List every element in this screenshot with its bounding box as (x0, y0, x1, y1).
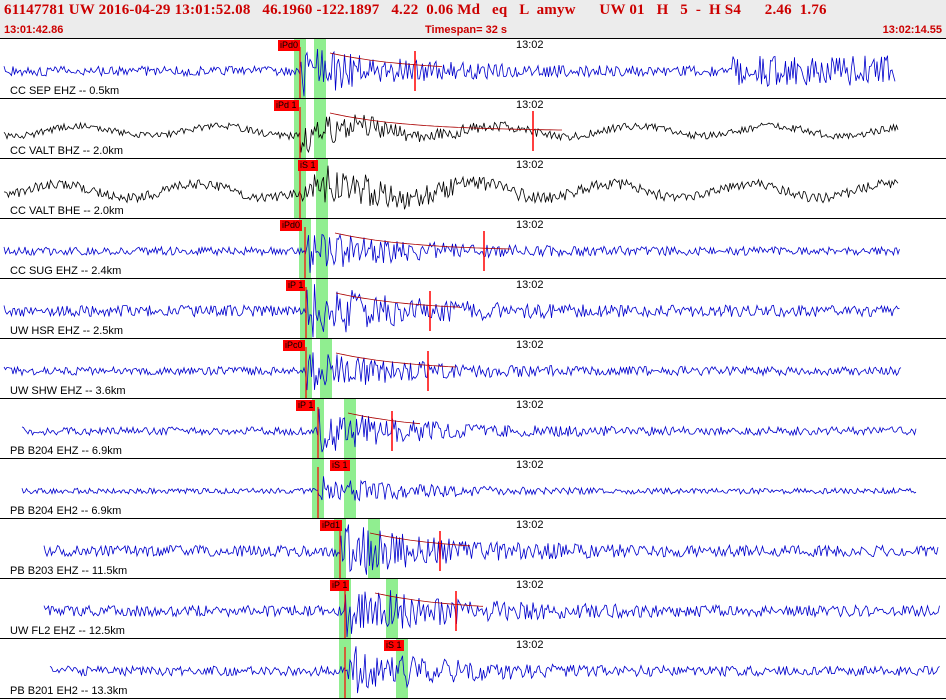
trace-panel[interactable]: iS 1 13:02 PB B201 EH2 -- 13.3km (0, 639, 946, 699)
waveform-canvas (3, 39, 896, 98)
waveform-canvas (21, 399, 917, 458)
waveform-canvas (21, 459, 917, 518)
pick-tag[interactable]: iP 1 (296, 400, 316, 411)
waveform-canvas (3, 339, 902, 398)
waveform-trace (3, 284, 900, 338)
station-channel-label: CC SEP EHZ -- 0.5km (10, 85, 120, 97)
coda-curve (329, 52, 443, 67)
trace-panel[interactable]: iP 1 13:02 UW FL2 EHZ -- 12.5km (0, 579, 946, 639)
trace-panel[interactable]: iS 1 13:02 PB B204 EH2 -- 6.9km (0, 459, 946, 519)
s-window (396, 639, 408, 698)
trace-panel[interactable]: iPd 1 13:02 CC VALT BHZ -- 2.0km (0, 99, 946, 159)
minute-marker-label: 13:02 (516, 279, 544, 291)
minute-marker-label: 13:02 (516, 459, 544, 471)
s-window (316, 279, 328, 338)
minute-marker-label: 13:02 (516, 99, 544, 111)
waveform-canvas (3, 279, 900, 338)
station-channel-label: PB B203 EHZ -- 11.5km (10, 565, 128, 577)
waveform-trace (21, 476, 917, 502)
coda-curve (329, 112, 562, 131)
station-channel-label: UW SHW EHZ -- 3.6km (10, 385, 126, 397)
s-window (316, 219, 328, 278)
waveform-trace (43, 590, 940, 638)
pick-tag[interactable]: iPd0 (280, 220, 303, 231)
coda-curve (335, 292, 461, 308)
minute-marker-label: 13:02 (516, 159, 544, 171)
minute-marker-label: 13:02 (516, 519, 544, 531)
minute-marker-label: 13:02 (516, 639, 544, 651)
pick-tag[interactable]: iS 1 (298, 160, 318, 171)
event-header: 61147781 UW 2016-04-29 13:01:52.08 46.19… (0, 0, 946, 39)
waveform-canvas (49, 639, 940, 698)
trace-panel[interactable]: iP 1 13:02 PB B204 EHZ -- 6.9km (0, 399, 946, 459)
s-window (386, 579, 398, 638)
minute-marker-label: 13:02 (516, 39, 544, 51)
waveform-trace (3, 48, 896, 97)
pick-tag[interactable]: iP 1 (330, 580, 350, 591)
minute-marker-label: 13:02 (516, 339, 544, 351)
pick-tag[interactable]: iPd 1 (274, 100, 299, 111)
waveform-canvas (43, 519, 939, 578)
waveform-trace (49, 646, 940, 694)
waveform-trace (3, 233, 900, 273)
pick-tag[interactable]: iS 1 (384, 640, 404, 651)
pick-tag[interactable]: iP 1 (286, 280, 306, 291)
waveform-trace (3, 114, 899, 154)
trace-panel[interactable]: iP 1 13:02 UW HSR EHZ -- 2.5km (0, 279, 946, 339)
s-window (344, 399, 356, 458)
pick-tag[interactable]: iS 1 (330, 460, 350, 471)
s-window (316, 159, 328, 218)
station-channel-label: CC VALT BHE -- 2.0km (10, 205, 124, 217)
waveform-trace (21, 408, 917, 453)
station-channel-label: UW HSR EHZ -- 2.5km (10, 325, 124, 337)
timespan-label: Timespan= 32 s (425, 24, 508, 36)
pick-tag[interactable]: iPc0 (283, 340, 305, 351)
station-channel-label: PB B201 EH2 -- 13.3km (10, 685, 128, 697)
minute-marker-label: 13:02 (516, 219, 544, 231)
coda-curve (369, 532, 471, 547)
waveform-trace (3, 352, 902, 391)
minute-marker-label: 13:02 (516, 579, 544, 591)
coda-curve (374, 592, 484, 607)
waveform-trace (43, 524, 939, 575)
s-window (344, 459, 356, 518)
trace-panel[interactable]: iPc0 13:02 UW SHW EHZ -- 3.6km (0, 339, 946, 399)
waveform-canvas (3, 219, 900, 278)
s-window (314, 99, 326, 158)
start-time: 13:01:42.86 (4, 24, 64, 36)
s-window (320, 339, 332, 398)
minute-marker-label: 13:02 (516, 399, 544, 411)
coda-curve (334, 232, 512, 250)
waveform-trace (3, 165, 899, 210)
station-channel-label: PB B204 EHZ -- 6.9km (10, 445, 122, 457)
coda-curve (347, 412, 421, 425)
waveform-canvas (3, 99, 899, 158)
event-summary-title: 61147781 UW 2016-04-29 13:01:52.08 46.19… (4, 2, 827, 18)
s-window (368, 519, 380, 578)
end-time: 13:02:14.55 (882, 24, 942, 36)
station-channel-label: CC VALT BHZ -- 2.0km (10, 145, 124, 157)
pick-tag[interactable]: iPd1 (320, 520, 343, 531)
coda-curve (335, 352, 457, 368)
station-channel-label: CC SUG EHZ -- 2.4km (10, 265, 122, 277)
seismogram-panels[interactable]: iPd0 13:02 CC SEP EHZ -- 0.5km iPd 1 13:02 CC… (0, 39, 946, 700)
waveform-canvas (43, 579, 940, 638)
station-channel-label: PB B204 EH2 -- 6.9km (10, 505, 122, 517)
trace-panel[interactable]: iPd0 13:02 CC SEP EHZ -- 0.5km (0, 39, 946, 99)
trace-panel[interactable]: iS 1 13:02 CC VALT BHE -- 2.0km (0, 159, 946, 219)
waveform-canvas (3, 159, 899, 218)
trace-panel[interactable]: iPd0 13:02 CC SUG EHZ -- 2.4km (0, 219, 946, 279)
trace-panel[interactable]: iPd1 13:02 PB B203 EHZ -- 11.5km (0, 519, 946, 579)
pick-tag[interactable]: iPd0 (278, 40, 301, 51)
station-channel-label: UW FL2 EHZ -- 12.5km (10, 625, 125, 637)
